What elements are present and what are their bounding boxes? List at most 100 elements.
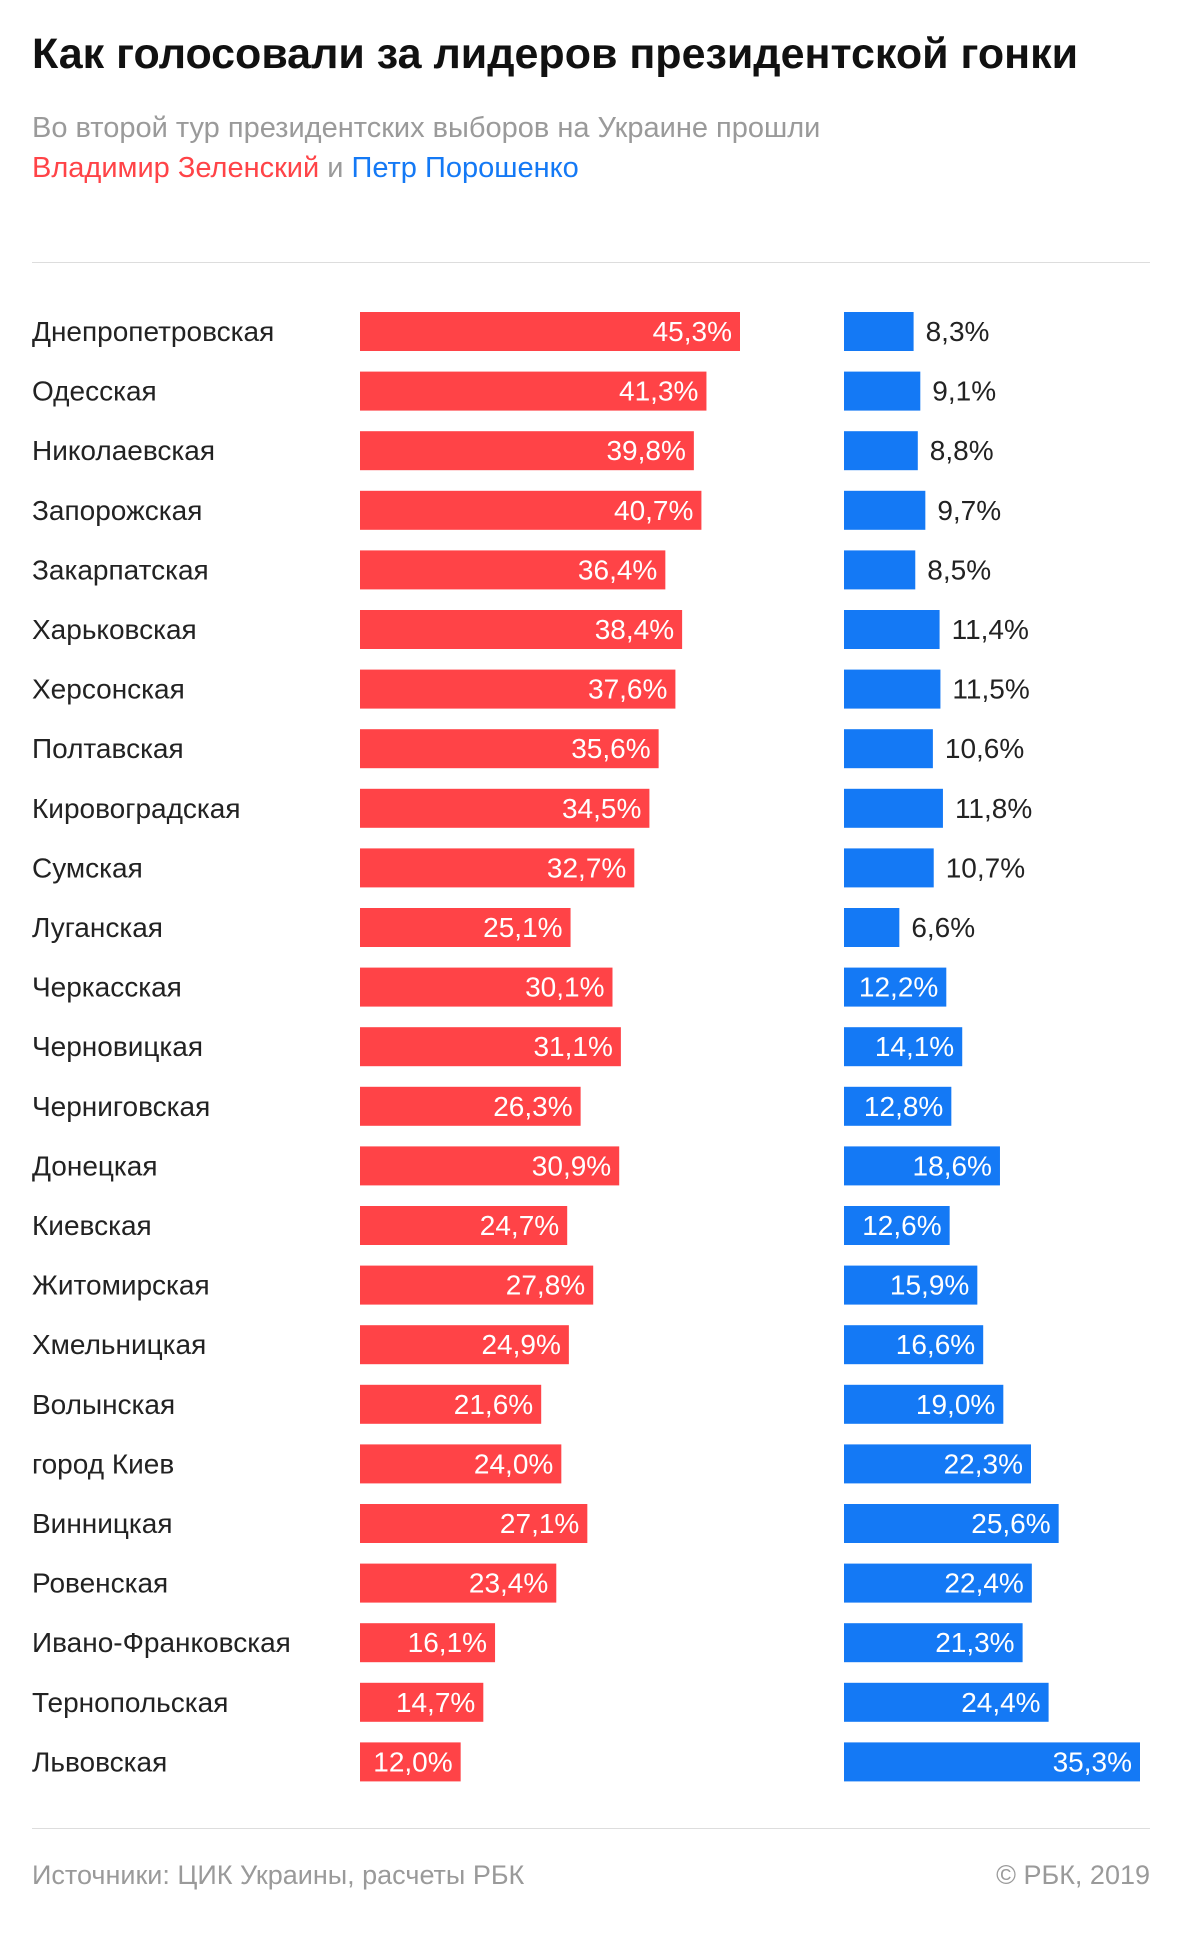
poroshenko-bar (844, 1027, 963, 1067)
poroshenko-value-label: 22,3% (944, 1448, 1023, 1479)
poroshenko-bar (844, 1206, 950, 1245)
zelensky-bar (360, 1504, 588, 1543)
poroshenko-value-label: 8,5% (927, 554, 991, 585)
region-label: Волынская (32, 1389, 175, 1420)
poroshenko-bar (844, 788, 943, 828)
region-label: Хмельницкая (32, 1329, 206, 1360)
region-label: Полтавская (32, 733, 184, 764)
region-label: Житомирская (32, 1270, 210, 1301)
poroshenko-bar (844, 1146, 1000, 1186)
poroshenko-bar (844, 1682, 1049, 1722)
zelensky-bar (360, 1027, 621, 1067)
zelensky-value-label: 30,9% (532, 1150, 611, 1181)
zelensky-value-label: 37,6% (588, 674, 667, 705)
zelensky-bar (360, 1623, 496, 1663)
chart-title: Как голосовали за лидеров президентской … (32, 30, 1079, 78)
zelensky-value-label: 39,8% (606, 435, 685, 466)
poroshenko-bar (844, 669, 941, 709)
region-label: Закарпатская (32, 554, 209, 585)
poroshenko-bar (844, 908, 900, 947)
poroshenko-value-label: 21,3% (935, 1627, 1014, 1658)
zelensky-bar (360, 371, 707, 411)
poroshenko-value-label: 12,6% (862, 1210, 941, 1241)
zelensky-value-label: 27,1% (500, 1508, 579, 1539)
zelensky-value-label: 45,3% (653, 316, 732, 347)
poroshenko-bar (844, 1384, 1004, 1424)
poroshenko-value-label: 25,6% (971, 1508, 1050, 1539)
poroshenko-value-label: 11,5% (952, 674, 1029, 705)
poroshenko-value-label: 19,0% (916, 1389, 995, 1420)
zelensky-bar (360, 1325, 569, 1365)
region-label: Кировоградская (32, 793, 241, 824)
zelensky-bar (360, 967, 613, 1007)
poroshenko-value-label: 12,2% (859, 972, 938, 1003)
poroshenko-bar (844, 1742, 1140, 1782)
zelensky-bar (360, 1146, 620, 1186)
zelensky-bar (360, 431, 694, 471)
poroshenko-value-label: 24,4% (961, 1687, 1040, 1718)
zelensky-bar (360, 1086, 581, 1126)
subtitle-text: Во второй тур президентских выборов на У… (32, 112, 821, 144)
zelensky-bar (360, 1682, 484, 1722)
poroshenko-value-label: 15,9% (890, 1270, 969, 1301)
region-label: Винницкая (32, 1508, 173, 1539)
zelensky-bar (360, 1742, 461, 1782)
region-label: Донецкая (32, 1150, 158, 1181)
poroshenko-bar (844, 550, 916, 590)
region-label: Черновицкая (32, 1031, 203, 1062)
bottom-divider (32, 1828, 1150, 1829)
region-label: Ровенская (32, 1568, 168, 1599)
zelensky-value-label: 35,6% (571, 733, 650, 764)
region-label: Черкасская (32, 972, 182, 1003)
chart-subtitle: Во второй тур президентских выборов на У… (32, 108, 1152, 188)
region-label: Днепропетровская (32, 316, 274, 347)
poroshenko-value-label: 8,8% (930, 435, 994, 466)
bar-chart: Днепропетровская 45,3% 8,3% Одесская 41,3% 9,… (32, 312, 1140, 1782)
poroshenko-bar (844, 431, 918, 471)
region-label: Одесская (32, 376, 157, 407)
source-note: Источники: ЦИК Украины, расчеты РБК (32, 1860, 525, 1890)
copyright: © РБК, 2019 (996, 1860, 1150, 1890)
poroshenko-value-label: 11,8% (955, 793, 1032, 824)
zelensky-bar (360, 610, 683, 649)
poroshenko-bar (844, 1623, 1023, 1663)
zelensky-bar (360, 312, 740, 351)
zelensky-bar (360, 908, 571, 947)
poroshenko-bar (844, 1444, 1031, 1484)
poroshenko-value-label: 12,8% (864, 1091, 943, 1122)
poroshenko-value-label: 35,3% (1053, 1746, 1132, 1777)
zelensky-value-label: 36,4% (578, 554, 657, 585)
poroshenko-value-label: 10,7% (946, 852, 1025, 883)
zelensky-bar (360, 669, 676, 709)
zelensky-value-label: 23,4% (469, 1568, 548, 1599)
zelensky-value-label: 24,7% (480, 1210, 559, 1241)
poroshenko-bar (844, 371, 921, 411)
zelensky-value-label: 16,1% (408, 1627, 487, 1658)
poroshenko-bar (844, 1325, 984, 1365)
poroshenko-value-label: 10,6% (945, 733, 1024, 764)
zelensky-value-label: 24,9% (481, 1329, 560, 1360)
poroshenko-bar (844, 1504, 1059, 1543)
poroshenko-bar (844, 1086, 952, 1126)
poroshenko-value-label: 6,6% (911, 912, 975, 943)
zelensky-value-label: 40,7% (614, 495, 693, 526)
zelensky-value-label: 32,7% (547, 852, 626, 883)
zelensky-bar (360, 490, 702, 530)
poroshenko-value-label: 16,6% (896, 1329, 975, 1360)
zelensky-bar (360, 848, 635, 888)
region-label: Запорожская (32, 495, 202, 526)
region-label: Киевская (32, 1210, 152, 1241)
zelensky-value-label: 31,1% (533, 1031, 612, 1062)
zelensky-bar (360, 1384, 542, 1424)
poroshenko-bar (844, 967, 947, 1007)
zelensky-value-label: 41,3% (619, 376, 698, 407)
poroshenko-value-label: 14,1% (875, 1031, 954, 1062)
chart-header: Как голосовали за лидеров президентской … (32, 28, 1152, 188)
region-label: Тернопольская (32, 1687, 228, 1718)
region-label: Николаевская (32, 435, 215, 466)
zelensky-value-label: 38,4% (595, 614, 674, 645)
zelensky-value-label: 27,8% (506, 1270, 585, 1301)
region-label: Ивано-Франковская (32, 1627, 291, 1658)
region-label: город Киев (32, 1448, 174, 1479)
region-label: Черниговская (32, 1091, 210, 1122)
